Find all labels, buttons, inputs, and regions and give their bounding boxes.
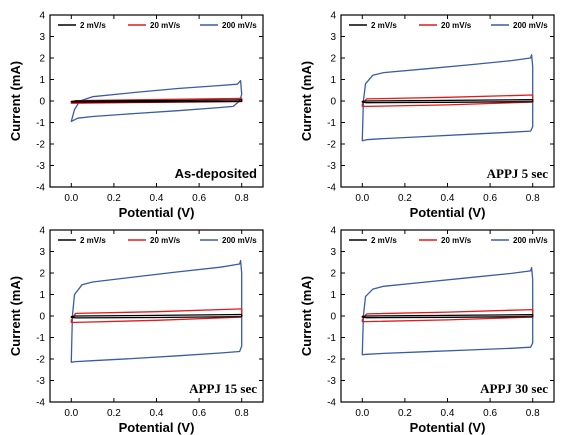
cv-curves	[70, 79, 243, 123]
x-tick-label: 0.2	[107, 408, 121, 419]
y-axis-label: Current (mA)	[299, 276, 314, 356]
x-tick-label: 0.0	[64, 193, 78, 204]
legend-label: 200 mV/s	[513, 236, 548, 245]
y-tick-label: -3	[36, 376, 45, 387]
x-axis-label: Potential (V)	[119, 420, 195, 435]
x-tick-label: 0.2	[107, 193, 121, 204]
y-tick-label: -4	[36, 398, 45, 409]
y-tick-label: 3	[39, 247, 45, 258]
series-line-200-mv-s	[361, 266, 534, 356]
x-tick-label: 0.0	[64, 408, 78, 419]
x-axis-label: Potential (V)	[119, 205, 195, 220]
y-tick-label: -4	[327, 398, 336, 409]
series-line-200-mv-s	[70, 79, 243, 123]
y-tick-label: -2	[327, 355, 336, 366]
y-tick-label: -3	[327, 376, 336, 387]
cv-curves	[361, 54, 534, 142]
series-line-2-mv-s	[361, 99, 534, 104]
y-tick-label: 3	[330, 247, 336, 258]
x-tick-label: 0.0	[355, 193, 369, 204]
x-tick-label: 0.2	[398, 193, 412, 204]
legend-label: 2 mV/s	[80, 21, 106, 30]
x-tick-label: 0.6	[192, 408, 206, 419]
series-line-200-mv-s	[361, 54, 534, 142]
legend-label: 20 mV/s	[150, 21, 181, 30]
x-tick-label: 0.8	[235, 193, 249, 204]
series-line-200-mv-s	[70, 259, 243, 363]
x-tick-label: 0.8	[235, 408, 249, 419]
y-tick-label: -1	[36, 118, 45, 129]
y-tick-label: -2	[327, 140, 336, 151]
y-tick-label: 0	[330, 97, 336, 108]
x-axis-label: Potential (V)	[410, 420, 486, 435]
panel-annotation: As-deposited	[175, 166, 257, 181]
series-line-2-mv-s	[361, 314, 534, 319]
y-tick-label: 3	[330, 32, 336, 43]
cv-curves	[361, 266, 534, 356]
y-tick-label: 2	[39, 54, 45, 65]
y-tick-label: 1	[330, 290, 336, 301]
x-tick-label: 0.4	[150, 193, 164, 204]
legend-label: 20 mV/s	[441, 21, 472, 30]
legend-label: 20 mV/s	[150, 236, 181, 245]
x-tick-label: 0.6	[192, 193, 206, 204]
panel-annotation: APPJ 30 sec	[480, 381, 548, 396]
panel-annotation: APPJ 15 sec	[189, 381, 257, 396]
y-tick-label: -2	[36, 140, 45, 151]
y-axis-label: Current (mA)	[8, 276, 23, 356]
y-tick-label: 0	[330, 312, 336, 323]
x-tick-label: 0.2	[398, 408, 412, 419]
legend-label: 2 mV/s	[80, 236, 106, 245]
legend-label: 2 mV/s	[371, 236, 397, 245]
cv-panel-3: -4 -3 -2 -1 0 1 2 3 4 0.0 0.2 0.4 0.6 0.8 Potential (V…	[8, 226, 264, 435]
y-tick-label: 1	[330, 75, 336, 86]
y-tick-label: 2	[330, 269, 336, 280]
x-tick-label: 0.6	[483, 408, 497, 419]
legend-label: 200 mV/s	[513, 21, 548, 30]
y-tick-label: 4	[39, 226, 45, 237]
x-axis-label: Potential (V)	[410, 205, 486, 220]
y-tick-label: 0	[39, 97, 45, 108]
y-tick-label: -3	[36, 161, 45, 172]
y-tick-label: 0	[39, 312, 45, 323]
x-tick-label: 0.0	[355, 408, 369, 419]
y-tick-label: 2	[330, 54, 336, 65]
cv-panel-2: -4 -3 -2 -1 0 1 2 3 4 0.0 0.2 0.4 0.6 0.8 Potential (V…	[299, 11, 555, 220]
y-tick-label: -3	[327, 161, 336, 172]
y-tick-label: 2	[39, 269, 45, 280]
y-tick-label: -1	[327, 118, 336, 129]
x-tick-label: 0.4	[441, 193, 455, 204]
cv-curves	[70, 259, 243, 363]
y-tick-label: -1	[36, 333, 45, 344]
y-axis-label: Current (mA)	[299, 61, 314, 141]
x-tick-label: 0.8	[526, 408, 540, 419]
series-line-2-mv-s	[70, 99, 243, 103]
y-tick-label: -4	[327, 183, 336, 194]
x-tick-label: 0.4	[441, 408, 455, 419]
y-tick-label: 1	[39, 75, 45, 86]
cv-panel-4: -4 -3 -2 -1 0 1 2 3 4 0.0 0.2 0.4 0.6 0.8 Potential (V…	[299, 226, 555, 435]
legend-label: 2 mV/s	[371, 21, 397, 30]
panel-annotation: APPJ 5 sec	[487, 166, 549, 181]
x-tick-label: 0.6	[483, 193, 497, 204]
y-tick-label: 4	[39, 11, 45, 22]
y-tick-label: -4	[36, 183, 45, 194]
cv-panel-1: -4 -3 -2 -1 0 1 2 3 4 0.0 0.2 0.4 0.6 0.8 Potential (V…	[8, 11, 264, 220]
legend-label: 200 mV/s	[222, 236, 257, 245]
y-axis-label: Current (mA)	[8, 61, 23, 141]
x-tick-label: 0.4	[150, 408, 164, 419]
legend-label: 20 mV/s	[441, 236, 472, 245]
y-tick-label: 4	[330, 226, 336, 237]
legend-label: 200 mV/s	[222, 21, 257, 30]
series-line-2-mv-s	[70, 313, 243, 319]
y-tick-label: 4	[330, 11, 336, 22]
x-tick-label: 0.8	[526, 193, 540, 204]
y-tick-label: 3	[39, 32, 45, 43]
y-tick-label: -2	[36, 355, 45, 366]
y-tick-label: 1	[39, 290, 45, 301]
y-tick-label: -1	[327, 333, 336, 344]
